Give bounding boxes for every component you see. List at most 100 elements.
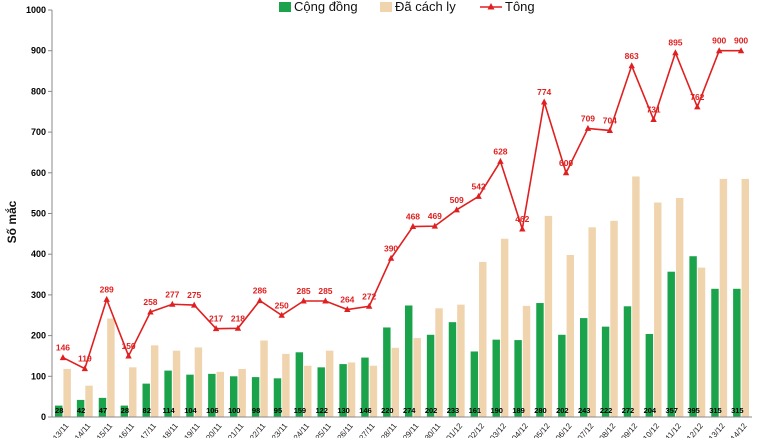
bar-da-cach-ly [172, 350, 181, 417]
data-label-cong-dong: 357 [665, 406, 678, 415]
data-label-total: 704 [603, 115, 617, 125]
data-label-cong-dong: 280 [534, 406, 547, 415]
data-label-cong-dong: 315 [731, 406, 744, 415]
y-tick-label: 400 [31, 249, 46, 259]
x-tick-label: 02/12 [466, 421, 486, 438]
y-tick-label: 0 [41, 412, 46, 422]
bar-da-cach-ly [238, 368, 246, 417]
total-point [475, 192, 482, 199]
data-label-cong-dong: 233 [447, 406, 460, 415]
bar-cong-dong [230, 376, 238, 417]
legend-marker-total [487, 3, 495, 10]
data-label-cong-dong: 161 [469, 406, 482, 415]
data-label-cong-dong: 274 [403, 406, 416, 415]
bar-da-cach-ly [129, 367, 137, 417]
x-tick-label: 29/11 [401, 421, 421, 438]
data-label-total: 509 [450, 195, 464, 205]
data-label-total: 250 [275, 300, 289, 310]
bar-da-cach-ly [522, 305, 531, 417]
bar-cong-dong [383, 327, 391, 417]
total-point [300, 297, 307, 304]
x-tick-label: 12/12 [685, 421, 705, 438]
total-point [234, 324, 242, 331]
bar-da-cach-ly [500, 238, 509, 417]
bar-da-cach-ly [85, 385, 93, 417]
data-label-total: 900 [712, 36, 726, 46]
bar-cong-dong [76, 399, 85, 417]
data-label-cong-dong: 190 [490, 406, 503, 415]
data-label-cong-dong: 146 [359, 406, 372, 415]
data-label-cong-dong: 28 [121, 406, 129, 415]
bar-cong-dong [733, 288, 741, 417]
bar-cong-dong [317, 367, 325, 417]
data-label-cong-dong: 220 [381, 406, 394, 415]
bar-da-cach-ly [282, 353, 290, 417]
data-label-cong-dong: 95 [274, 406, 282, 415]
x-tick-label: 18/11 [160, 421, 180, 438]
legend-label-total: Tông [505, 0, 535, 14]
data-labels: 28 42 47 28 82 114 104 106 100 98 95 159 122 130 146 22… [55, 36, 748, 415]
data-label-cong-dong: 82 [143, 406, 151, 415]
legend-label-community: Cộng đồng [294, 0, 358, 14]
bar-cong-dong [120, 405, 129, 417]
data-label-total: 289 [100, 284, 114, 294]
x-tick-label: 05/12 [532, 421, 552, 438]
x-tick-label: 13/11 [51, 421, 71, 438]
bar-da-cach-ly [566, 255, 574, 417]
x-tick-label: 14/12 [729, 421, 749, 438]
total-point [59, 354, 67, 361]
x-tick-label: 13/12 [707, 421, 727, 438]
x-tick-label: 09/12 [619, 421, 639, 438]
legend-label-quarantined: Đã cách ly [395, 0, 456, 14]
total-point [694, 103, 701, 110]
data-label-cong-dong: 202 [556, 406, 569, 415]
data-label-total: 217 [209, 314, 223, 324]
bar-cong-dong [711, 288, 719, 417]
data-label-total: 272 [362, 291, 376, 301]
bar-cong-dong [361, 357, 369, 417]
data-label-cong-dong: 130 [337, 406, 350, 415]
total-point [584, 124, 592, 131]
bar-cong-dong [55, 405, 63, 417]
bar-cong-dong [426, 334, 435, 417]
bar-da-cach-ly [150, 345, 159, 417]
x-tick-label: 10/12 [641, 421, 661, 438]
total-point [278, 311, 285, 318]
x-axis: 13/11 14/11 15/11 16/11 17/11 18/11 19/11 20/11… [51, 416, 752, 438]
data-label-cong-dong: 47 [99, 406, 107, 415]
total-point [387, 254, 395, 261]
data-label-total: 628 [493, 146, 507, 156]
data-label-total: 731 [646, 104, 660, 114]
bar-cong-dong [448, 322, 457, 417]
data-label-total: 286 [253, 286, 267, 296]
bar-da-cach-ly [697, 267, 706, 417]
total-point [497, 157, 504, 164]
y-axis: 0 100 200 300 400 500 600 700 800 900 1000 [26, 5, 53, 422]
bar-da-cach-ly [544, 215, 553, 417]
total-point [81, 365, 89, 372]
data-label-cong-dong: 122 [315, 406, 328, 415]
x-tick-label: 15/11 [95, 421, 115, 438]
bar-cong-dong [208, 373, 216, 417]
total-point [409, 223, 417, 230]
bar-cong-dong [186, 374, 194, 417]
data-label-total: 285 [296, 286, 310, 296]
bar-cong-dong [580, 318, 588, 417]
data-label-cong-dong: 243 [578, 406, 591, 415]
data-label-cong-dong: 159 [294, 406, 307, 415]
total-point [103, 295, 110, 302]
data-label-total: 218 [231, 313, 245, 323]
y-tick-label: 800 [31, 86, 46, 96]
bar-da-cach-ly [63, 368, 71, 417]
data-label-cong-dong: 98 [252, 406, 260, 415]
x-tick-label: 21/11 [226, 421, 246, 438]
bar-da-cach-ly [413, 338, 421, 417]
total-point [737, 47, 745, 54]
y-tick-label: 900 [31, 46, 46, 56]
y-tick-label: 600 [31, 168, 46, 178]
x-tick-label: 14/11 [73, 421, 93, 438]
x-tick-label: 19/11 [182, 421, 202, 438]
bar-da-cach-ly [632, 176, 640, 417]
data-label-cong-dong: 315 [709, 406, 722, 415]
bar-cong-dong [405, 305, 413, 417]
